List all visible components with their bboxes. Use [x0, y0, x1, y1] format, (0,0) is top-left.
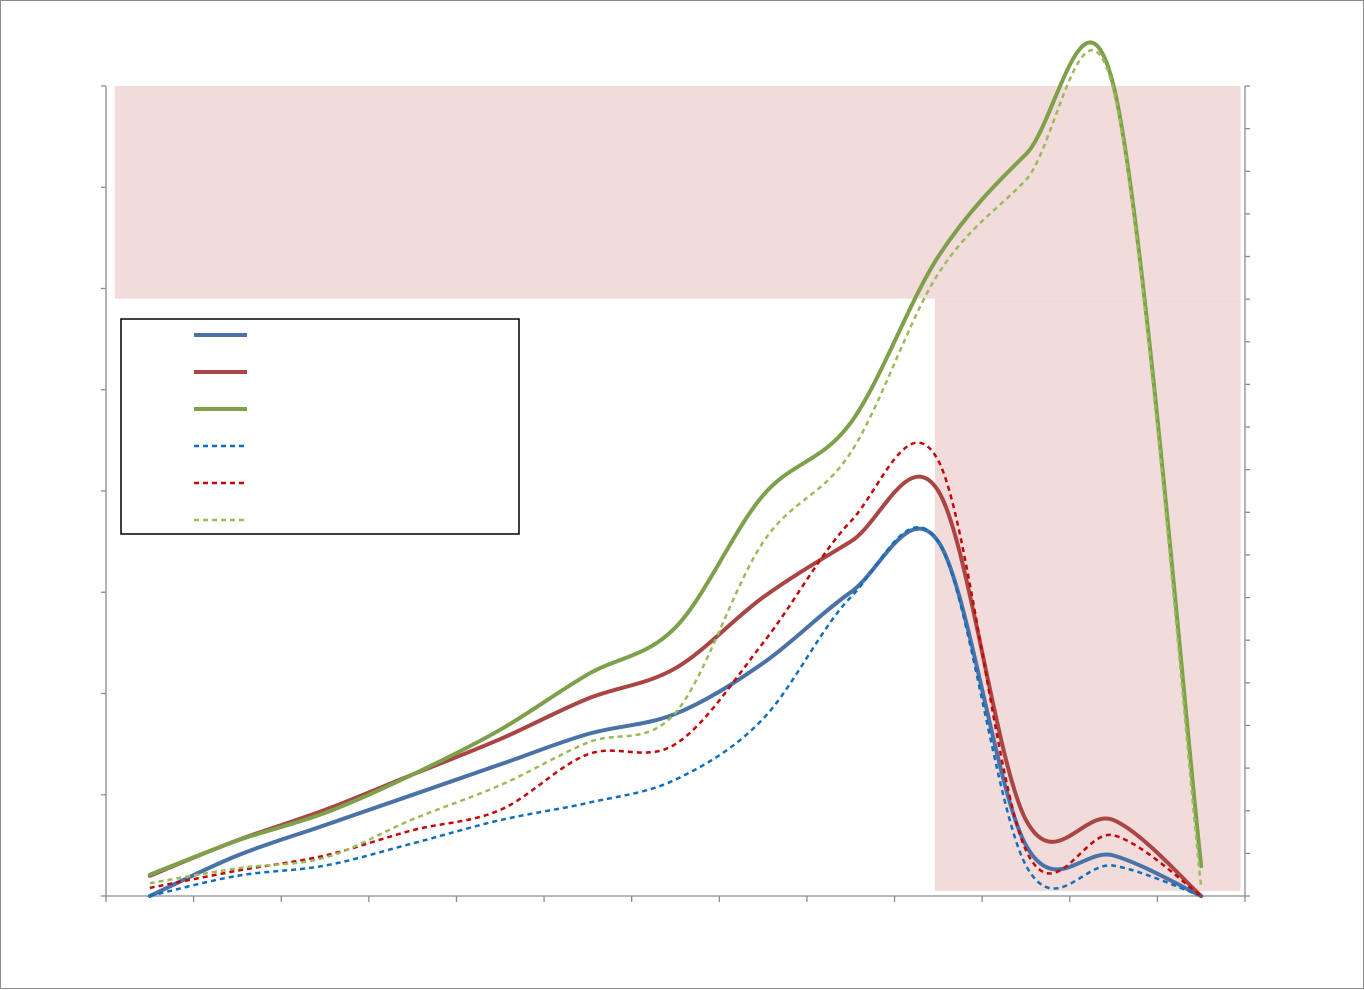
x-axis: [105, 895, 1246, 902]
series-line-6: [149, 49, 1203, 888]
series-line-2: [147, 474, 1204, 898]
legend-box: [120, 318, 520, 535]
shaded-region-2: [934, 298, 1241, 891]
series-line-4: [149, 526, 1202, 898]
y-axis-right: [1244, 85, 1250, 897]
shaded-region-1: [114, 86, 1241, 299]
y-axis-left: [101, 85, 107, 897]
legend: [120, 318, 520, 535]
series-line-1: [147, 526, 1204, 898]
series-lines: [147, 40, 1204, 898]
